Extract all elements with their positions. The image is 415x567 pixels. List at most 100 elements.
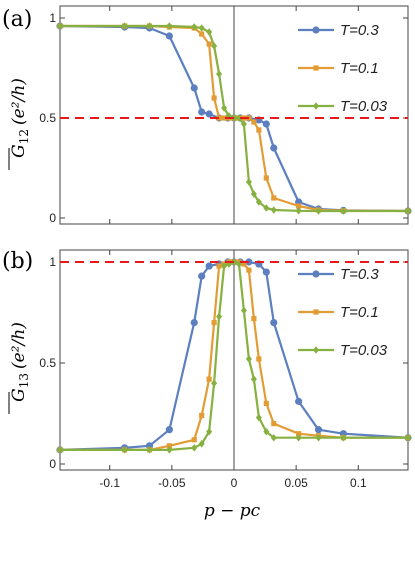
data-point-b-0 (190, 319, 198, 327)
ylabel-b: G13 (e²/h) (8, 322, 31, 414)
data-point-b-0 (165, 426, 173, 434)
legend-label-a-1: T=0.1 (340, 60, 379, 77)
data-point-a-1 (221, 115, 227, 121)
data-point-b-2 (255, 413, 262, 422)
data-point-b-1 (211, 320, 217, 326)
ytick-label-a: 0 (49, 211, 56, 225)
data-point-a-0 (165, 32, 173, 40)
data-point-a-1 (206, 41, 212, 47)
data-point-b-1 (216, 263, 222, 269)
panel-label-a: (a) (2, 7, 32, 32)
legend-marker-a-2 (313, 102, 319, 110)
data-point-a-2 (211, 42, 218, 50)
data-point-b-2 (340, 433, 347, 442)
xtick-label-b: 0 (231, 476, 238, 490)
data-point-b-2 (221, 262, 228, 270)
data-point-a-2 (206, 28, 213, 36)
data-point-a-2 (270, 206, 277, 214)
data-point-b-1 (199, 412, 205, 419)
legend-label-b-2: T=0.03 (340, 342, 388, 359)
data-point-a-2 (263, 204, 270, 212)
data-point-b-0 (270, 319, 278, 327)
ytick-label-b: 0 (49, 457, 56, 471)
data-point-b-2 (240, 306, 247, 315)
xtick-label-b: 0.1 (350, 476, 367, 490)
data-point-a-1 (256, 127, 262, 133)
ylabel-a-subscript: 12 (17, 129, 31, 144)
data-point-b-2 (270, 433, 277, 442)
data-point-b-2 (121, 446, 128, 454)
ylabel-b-subscript: 13 (17, 373, 31, 388)
data-point-a-2 (221, 104, 228, 112)
legend-marker-b-0 (312, 270, 320, 278)
data-point-a-2 (235, 114, 242, 122)
xtick-label-b: -0.05 (158, 476, 186, 490)
data-point-a-0 (262, 120, 270, 128)
data-point-a-1 (199, 31, 205, 37)
legend-label-b-0: T=0.3 (340, 266, 379, 283)
data-point-b-2 (405, 433, 411, 442)
data-point-a-2 (315, 207, 322, 215)
ytick-label-b: 0.5 (39, 356, 56, 370)
ylabel-b-symbol: G (9, 388, 29, 402)
data-point-a-2 (405, 207, 411, 215)
data-point-b-2 (191, 444, 198, 452)
data-point-a-2 (255, 198, 262, 206)
panel-label-b: (b) (2, 249, 33, 274)
legend-label-b-1: T=0.1 (340, 304, 379, 321)
data-point-a-1 (216, 115, 222, 121)
data-point-b-2 (295, 433, 302, 442)
data-point-b-2 (263, 427, 270, 436)
xtick-label-b: 0.05 (284, 476, 308, 490)
data-point-a-2 (295, 207, 302, 215)
ylabel-a-units: (e²/h) (9, 78, 29, 125)
data-point-a-2 (245, 178, 252, 186)
xtick-label-b: -0.1 (99, 476, 120, 490)
xlabel: p − pc (204, 501, 261, 521)
data-point-b-0 (295, 397, 303, 405)
data-point-b-1 (251, 315, 257, 322)
data-point-a-1 (263, 175, 269, 181)
data-point-b-2 (245, 355, 252, 363)
data-point-a-1 (211, 95, 217, 101)
data-point-b-2 (146, 446, 153, 454)
data-point-a-1 (296, 203, 302, 209)
panel-b: (b) G13 (e²/h) 0 0.5 1 -0.1 -0.05 0 0.05 0.1 T=0.… (2, 249, 412, 490)
ylabel-b-units: (e²/h) (9, 322, 29, 369)
data-point-b-1 (241, 261, 247, 267)
legend-label-a-0: T=0.3 (340, 22, 379, 39)
data-point-a-2 (198, 24, 205, 32)
data-point-b-0 (198, 272, 206, 280)
data-point-a-2 (250, 190, 257, 198)
data-point-b-0 (205, 262, 213, 270)
data-point-a-2 (121, 22, 128, 30)
data-point-a-0 (190, 84, 198, 92)
data-point-b-1 (263, 400, 269, 406)
data-point-a-2 (191, 23, 198, 31)
data-point-b-2 (250, 375, 257, 383)
data-point-a-2 (340, 207, 347, 215)
legend-marker-b-2 (313, 346, 319, 354)
data-point-b-2 (57, 446, 63, 454)
ytick-label-a: 1 (49, 11, 56, 25)
data-point-b-2 (198, 440, 205, 448)
data-point-a-2 (57, 22, 63, 30)
data-point-b-1 (256, 356, 262, 362)
data-point-b-2 (315, 433, 322, 442)
panel-a: (a) G12 (e²/h) 0 0.5 1 T=0.3 T=0.1 T=0.03 (2, 5, 412, 225)
ytick-label-b: 1 (49, 255, 56, 269)
legend-label-a-2: T=0.03 (340, 98, 388, 115)
data-point-a-2 (166, 22, 173, 30)
ytick-label-a: 0.5 (39, 111, 56, 125)
svg-text:G12(e²/h): G12 (e²/h) (9, 78, 31, 158)
legend-marker-a-0 (312, 26, 320, 34)
data-point-b-0 (314, 426, 323, 434)
ylabel-a-symbol: G (9, 144, 29, 158)
data-point-b-1 (191, 437, 197, 443)
svg-text:G13(e²/h): G13 (e²/h) (9, 322, 31, 402)
data-point-a-2 (216, 70, 223, 78)
data-point-a-2 (146, 22, 153, 30)
data-point-a-1 (271, 195, 277, 201)
data-point-a-1 (251, 119, 257, 125)
